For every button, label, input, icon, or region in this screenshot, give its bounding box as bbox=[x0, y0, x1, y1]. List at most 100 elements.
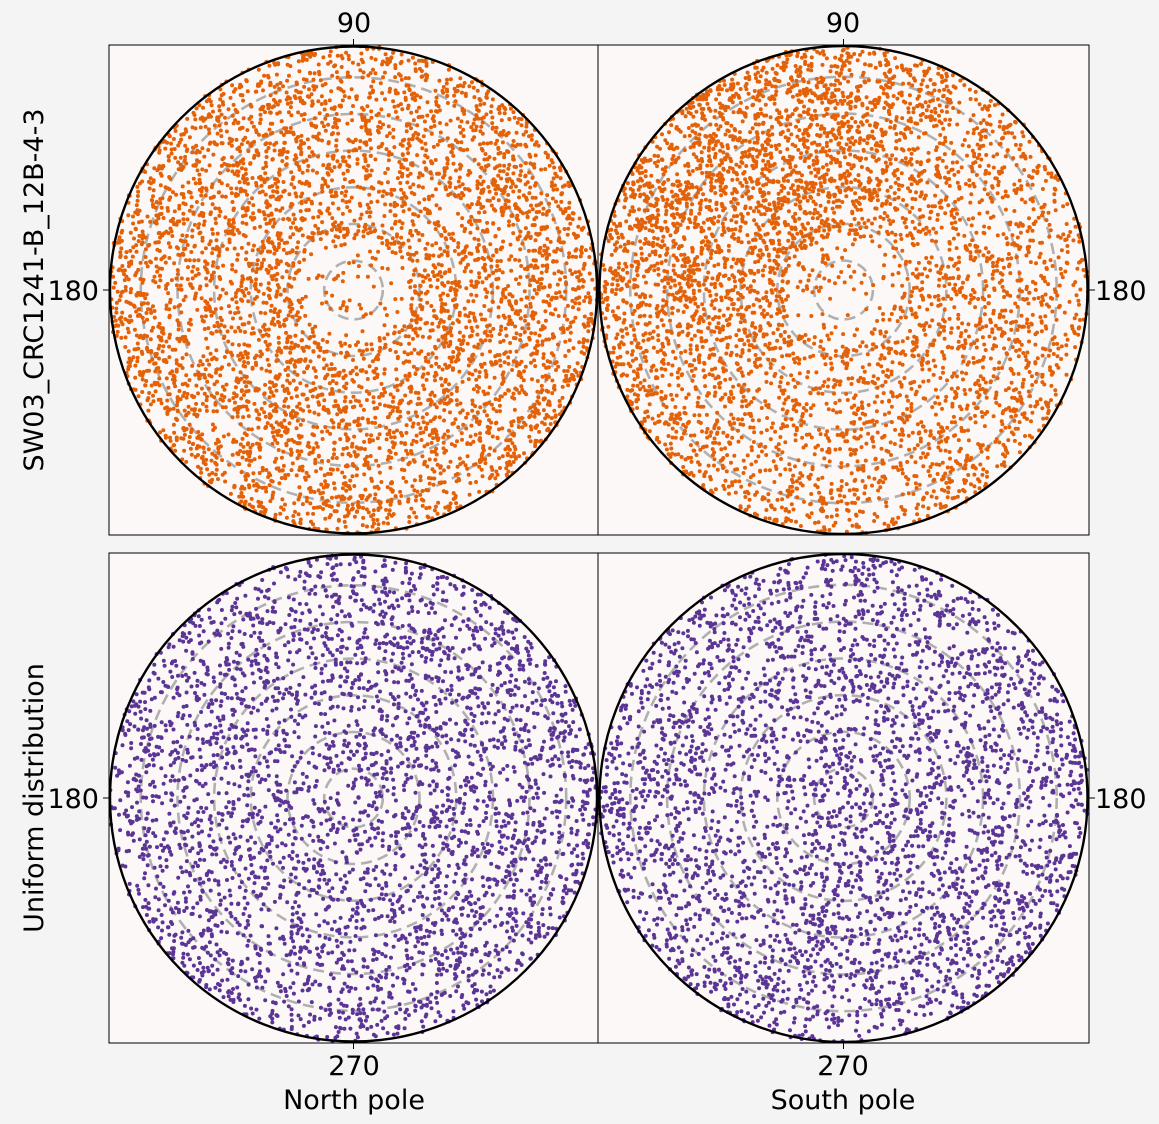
scatter-point bbox=[306, 474, 311, 479]
scatter-point bbox=[459, 140, 464, 145]
scatter-point bbox=[267, 127, 272, 132]
scatter-point bbox=[269, 478, 274, 483]
scatter-point bbox=[306, 208, 311, 212]
scatter-point bbox=[220, 384, 225, 389]
scatter-point bbox=[204, 398, 209, 403]
scatter-point bbox=[415, 414, 420, 419]
scatter-point bbox=[509, 304, 514, 309]
scatter-point bbox=[161, 164, 166, 169]
scatter-point bbox=[436, 223, 441, 228]
scatter-point bbox=[504, 333, 509, 338]
scatter-point bbox=[201, 446, 206, 450]
scatter-point bbox=[258, 282, 263, 287]
scatter-point bbox=[368, 210, 373, 215]
scatter-point bbox=[475, 245, 479, 250]
scatter-point bbox=[526, 326, 531, 331]
scatter-point bbox=[179, 137, 184, 142]
scatter-point bbox=[214, 348, 219, 353]
scatter-point bbox=[327, 381, 332, 386]
scatter-point bbox=[568, 268, 573, 273]
scatter-point bbox=[535, 399, 540, 404]
scatter-point bbox=[135, 184, 140, 189]
scatter-point bbox=[427, 256, 432, 261]
scatter-point bbox=[445, 136, 450, 141]
scatter-point bbox=[245, 192, 249, 197]
scatter-point bbox=[294, 139, 299, 144]
scatter-point bbox=[461, 422, 466, 427]
scatter-point bbox=[345, 70, 350, 75]
scatter-point bbox=[214, 247, 219, 252]
scatter-point bbox=[282, 323, 287, 328]
scatter-point bbox=[317, 402, 322, 407]
scatter-point bbox=[561, 240, 566, 245]
scatter-point bbox=[418, 297, 423, 302]
scatter-point bbox=[163, 433, 168, 438]
scatter-point bbox=[252, 226, 257, 230]
scatter-point bbox=[567, 251, 572, 256]
scatter-point bbox=[334, 456, 339, 460]
scatter-point bbox=[421, 134, 426, 139]
scatter-point bbox=[429, 364, 434, 369]
scatter-point bbox=[195, 444, 200, 448]
scatter-point bbox=[216, 115, 221, 120]
scatter-point bbox=[418, 283, 423, 288]
scatter-point bbox=[346, 57, 351, 62]
scatter-point bbox=[364, 389, 369, 394]
scatter-point bbox=[190, 276, 195, 281]
scatter-point bbox=[297, 315, 302, 320]
scatter-point bbox=[527, 134, 531, 139]
scatter-point bbox=[530, 377, 534, 382]
scatter-point bbox=[263, 339, 268, 344]
scatter-point bbox=[350, 118, 355, 123]
scatter-point bbox=[286, 313, 291, 318]
scatter-point bbox=[344, 406, 349, 411]
scatter-point bbox=[518, 275, 523, 280]
scatter-point bbox=[575, 361, 580, 366]
scatter-point bbox=[183, 239, 188, 244]
scatter-point bbox=[450, 146, 455, 151]
scatter-point bbox=[258, 121, 262, 126]
scatter-point bbox=[417, 273, 422, 277]
scatter-point bbox=[361, 407, 366, 412]
scatter-point bbox=[312, 192, 317, 197]
scatter-point bbox=[348, 478, 353, 483]
scatter-point bbox=[131, 245, 136, 250]
scatter-point bbox=[535, 339, 540, 344]
scatter-point bbox=[137, 370, 142, 374]
scatter-point bbox=[238, 449, 243, 453]
scatter-point bbox=[182, 339, 187, 344]
scatter-point bbox=[543, 309, 548, 314]
scatter-point bbox=[480, 280, 485, 285]
scatter-point bbox=[188, 446, 193, 451]
scatter-point bbox=[128, 364, 132, 368]
scatter-point bbox=[393, 221, 397, 226]
scatter-point bbox=[200, 115, 205, 120]
scatter-point bbox=[531, 258, 536, 263]
scatter-point bbox=[472, 135, 477, 140]
scatter-point bbox=[262, 410, 267, 415]
scatter-point bbox=[171, 216, 176, 221]
scatter-point bbox=[277, 99, 282, 104]
scatter-point bbox=[345, 438, 350, 443]
scatter-point bbox=[383, 202, 388, 207]
scatter-point bbox=[157, 376, 162, 381]
scatter-point bbox=[295, 449, 300, 454]
scatter-point bbox=[426, 352, 431, 357]
scatter-point bbox=[496, 146, 501, 151]
scatter-point bbox=[330, 178, 334, 183]
scatter-point bbox=[413, 326, 418, 331]
scatter-point bbox=[403, 393, 408, 398]
scatter-point bbox=[279, 350, 284, 355]
scatter-point bbox=[400, 221, 405, 226]
scatter-point bbox=[550, 332, 555, 337]
scatter-point bbox=[325, 372, 330, 377]
scatter-point bbox=[503, 447, 508, 452]
scatter-point bbox=[448, 459, 453, 464]
scatter-point bbox=[301, 77, 306, 82]
scatter-point bbox=[411, 118, 416, 123]
scatter-point bbox=[570, 298, 575, 303]
scatter-point bbox=[458, 166, 463, 171]
scatter-point bbox=[490, 299, 495, 304]
scatter-point bbox=[347, 209, 352, 213]
scatter-point bbox=[586, 291, 591, 296]
